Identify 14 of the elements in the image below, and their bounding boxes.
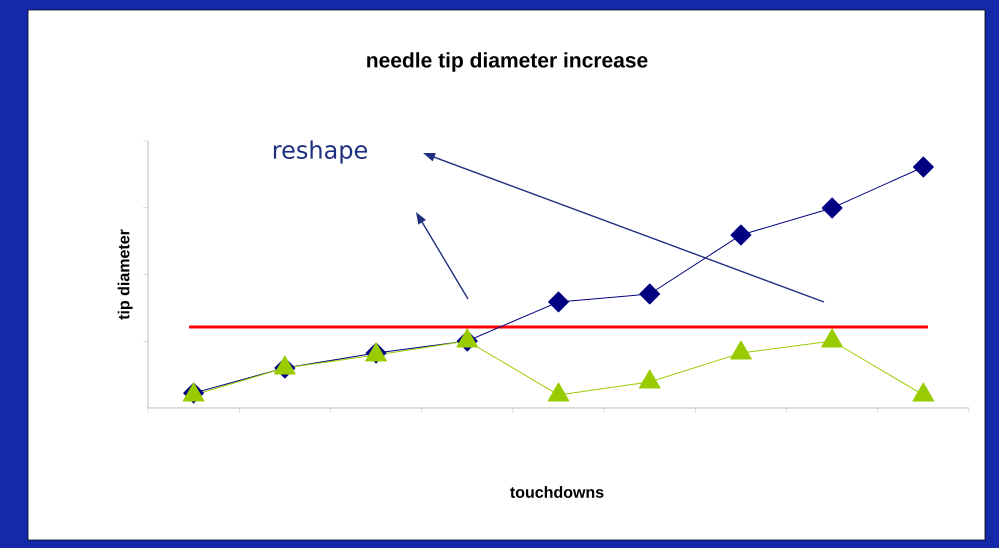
point [548,382,570,402]
point [730,224,752,246]
text: reshape [274,140,368,164]
point [912,382,934,402]
point [730,340,752,360]
point [821,328,844,348]
point [456,328,478,348]
x-axis-title: touchdowns [510,486,604,498]
chart-title: needle tip diameter increase [367,52,648,72]
point [638,369,661,388]
y-axis-title: tip diameter [118,229,133,320]
point [822,197,843,218]
point [912,156,934,178]
point [274,355,296,374]
